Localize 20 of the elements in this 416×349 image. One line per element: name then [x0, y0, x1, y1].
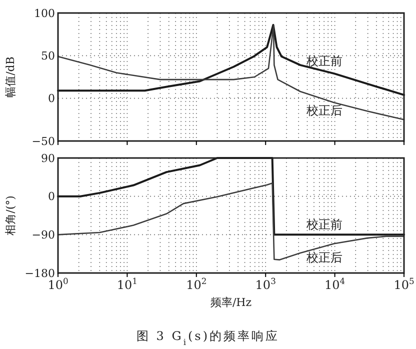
y-axis-title: 幅值/dB — [4, 56, 17, 98]
series-label: 校正后 — [305, 103, 342, 118]
series-label: 校正前 — [305, 218, 342, 232]
y-tick-label: 0 — [48, 190, 55, 204]
x-tick-label: 10$^{5}$ — [394, 276, 414, 292]
y-tick-label: −90 — [32, 228, 55, 242]
series-label: 校正前 — [305, 54, 342, 68]
x-axis-title: 频率/Hz — [210, 296, 252, 309]
series-label: 校正后 — [305, 250, 342, 264]
x-tick-label: 10$^{2}$ — [186, 276, 207, 292]
x-tick-label: 10$^{3}$ — [255, 276, 276, 292]
y-axis-title: 相角/(°) — [4, 196, 17, 236]
y-tick-label: 100 — [34, 6, 55, 20]
caption: 图 3 G$_{i}$(s)的频率响应 — [136, 329, 280, 347]
y-tick-label: −50 — [32, 134, 55, 148]
x-tick-label: 10$^{4}$ — [324, 276, 346, 292]
y-tick-label: 50 — [41, 50, 55, 63]
y-tick-label: 90 — [41, 152, 55, 165]
x-tick-label: 10$^{1}$ — [116, 276, 138, 292]
y-tick-label: 0 — [48, 92, 55, 106]
